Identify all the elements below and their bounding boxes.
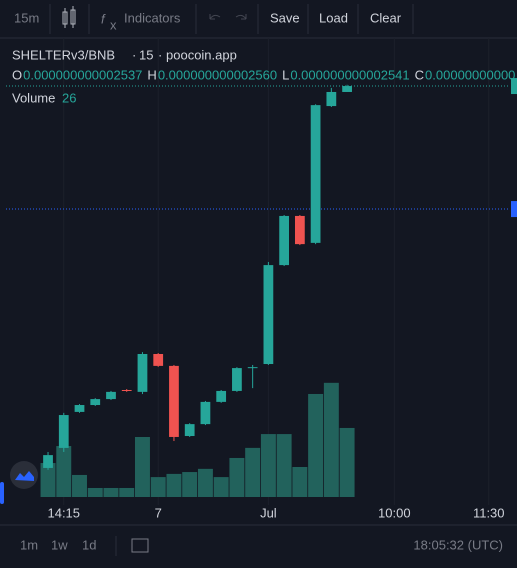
volume-bar — [292, 466, 308, 497]
footer: 18:05:32 (UTC) 1m 1w 1d — [20, 536, 503, 556]
dot: · — [132, 47, 136, 62]
ohlc-key: C — [415, 67, 424, 82]
chart-type-button[interactable] — [62, 6, 76, 28]
volume-bar — [260, 434, 276, 497]
volume-bar — [40, 463, 56, 497]
range-button[interactable]: 1m — [20, 537, 38, 552]
volume-label: Volume — [12, 90, 55, 105]
candle-body — [326, 91, 337, 107]
fx-icon: f — [101, 11, 106, 26]
price-marker — [511, 201, 517, 218]
dot: · — [158, 47, 162, 62]
clock: 18:05:32 (UTC) — [413, 537, 503, 552]
volume-bar — [323, 382, 339, 497]
x-tick-label: 14:15 — [47, 505, 80, 520]
volume-bar — [245, 447, 261, 497]
candle-body — [263, 265, 274, 365]
toolbar: 15m f x Indicators Save Load Clear — [0, 4, 517, 39]
candle-body — [106, 391, 116, 400]
symbol: SHELTERv3/BNB — [12, 47, 115, 62]
volume-bar — [166, 473, 182, 497]
volume-bar — [276, 434, 292, 497]
x-tick-label: 11:30 — [473, 505, 505, 520]
logo[interactable] — [10, 461, 38, 489]
volume-bar — [119, 487, 135, 497]
ohlc-value: 0.000000000002560 — [158, 67, 277, 82]
candle-body — [310, 105, 321, 243]
fx-icon: x — [110, 17, 117, 32]
logo-mark — [15, 471, 34, 481]
undo-button[interactable] — [209, 14, 221, 20]
ohlc-key: H — [147, 67, 156, 82]
candle-body — [200, 401, 211, 425]
volume-bar — [213, 477, 229, 497]
volume-bar — [339, 427, 355, 497]
volume-value: 26 — [62, 90, 76, 105]
volume-bar — [72, 474, 87, 497]
x-tick-label: Jul — [260, 505, 277, 520]
volume-bar — [87, 487, 103, 497]
side-tab[interactable] — [0, 482, 4, 504]
ohlc-value: 0.00000000000... — [425, 67, 517, 82]
candle-body — [247, 367, 258, 369]
candle-body — [153, 354, 164, 366]
candle-body — [58, 415, 69, 448]
candle-body — [90, 399, 101, 406]
candle-body — [74, 405, 85, 412]
plot-area: 14:15 7 Jul 10:00 11:30 — [6, 38, 517, 520]
save-button[interactable]: Save — [270, 10, 300, 25]
volume-bar — [308, 393, 324, 497]
load-button[interactable]: Load — [319, 10, 348, 25]
date-range-button[interactable] — [131, 538, 149, 553]
interval: 15 — [139, 47, 153, 62]
volume-bar — [103, 487, 119, 497]
candle-body — [137, 354, 148, 392]
candle-body — [169, 365, 179, 437]
volume-bar — [197, 468, 213, 497]
volume-bar — [134, 436, 150, 497]
candle-body — [216, 390, 227, 402]
source: poocoin.app — [166, 47, 237, 62]
candle-body — [294, 215, 305, 245]
candle-body — [342, 86, 352, 92]
x-tick-label: 10:00 — [378, 505, 411, 520]
ohlc-legend: O 0.000000000002537 H 0.000000000002560 L 0.0… — [12, 67, 517, 82]
range-button[interactable]: 1d — [82, 537, 96, 552]
ohlc-value: 0.000000000002537 — [23, 67, 142, 82]
volume-bar — [56, 446, 72, 497]
candle-body — [121, 390, 132, 391]
clear-button[interactable]: Clear — [370, 10, 402, 25]
candle-body — [184, 424, 195, 437]
ohlc-key: L — [282, 67, 289, 82]
range-button[interactable]: 1w — [51, 537, 68, 552]
x-tick-label: 7 — [155, 505, 162, 520]
candle-body — [43, 455, 53, 468]
candle-body — [279, 215, 290, 266]
candle-body — [232, 368, 242, 391]
volume-bar — [150, 477, 166, 497]
ohlc-value: 0.000000000002541 — [290, 67, 409, 82]
indicators-button[interactable]: Indicators — [124, 10, 181, 25]
price-marker — [511, 78, 517, 95]
volume-bar — [182, 472, 198, 497]
redo-button[interactable] — [235, 14, 247, 20]
interval-button[interactable]: 15m — [14, 10, 39, 25]
volume-bar — [229, 457, 245, 497]
ohlc-key: O — [12, 67, 22, 82]
